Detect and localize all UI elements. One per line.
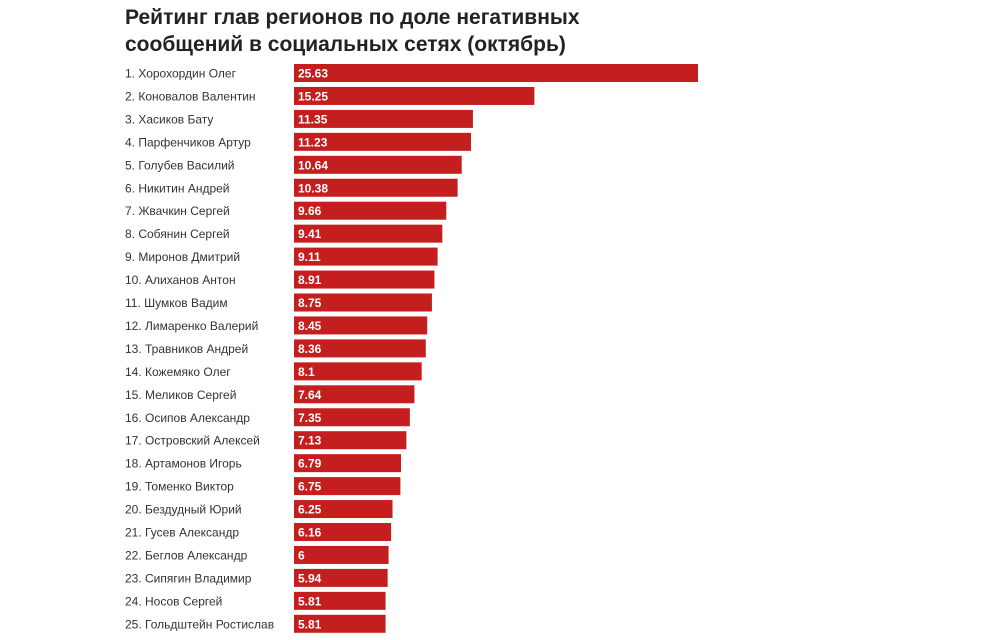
value-label: 9.41 xyxy=(298,227,322,241)
bar xyxy=(294,316,428,335)
category-label: 3. Хасиков Бату xyxy=(125,112,213,126)
value-label: 8.91 xyxy=(298,273,322,287)
bar xyxy=(294,132,472,151)
bar xyxy=(294,385,415,404)
category-label: 21. Гусев Александр xyxy=(125,526,239,540)
category-label: 13. Травников Андрей xyxy=(125,342,248,356)
bar xyxy=(294,568,388,587)
bar xyxy=(294,224,443,243)
value-label: 5.81 xyxy=(298,594,322,608)
bar xyxy=(294,178,458,197)
chart-title-line-1: Рейтинг глав регионов по доле негативных xyxy=(125,6,580,29)
bar xyxy=(294,155,462,174)
category-label: 4. Парфенчиков Артур xyxy=(125,135,251,149)
category-label: 7. Жвачкин Сергей xyxy=(125,204,230,218)
category-label: 12. Лимаренко Валерий xyxy=(125,319,258,333)
value-label: 6.25 xyxy=(298,503,322,517)
bar xyxy=(294,500,393,519)
bar xyxy=(294,477,401,496)
bar xyxy=(294,614,386,633)
value-label: 9.66 xyxy=(298,204,322,218)
category-label: 6. Никитин Андрей xyxy=(125,181,230,195)
category-label: 10. Алиханов Антон xyxy=(125,273,236,287)
bar xyxy=(294,64,698,82)
value-label: 15.25 xyxy=(298,89,328,103)
category-label: 2. Коновалов Валентин xyxy=(125,89,256,103)
category-label: 23. Сипягин Владимир xyxy=(125,571,252,585)
bar xyxy=(294,247,438,266)
value-label: 25.63 xyxy=(298,67,328,81)
value-label: 6.75 xyxy=(298,480,322,494)
bar xyxy=(294,109,473,128)
category-label: 16. Осипов Александр xyxy=(125,411,250,425)
bar xyxy=(294,293,432,312)
value-label: 10.64 xyxy=(298,158,328,172)
bar xyxy=(294,591,386,610)
category-label: 14. Кожемяко Олег xyxy=(125,365,231,379)
value-label: 5.81 xyxy=(298,617,322,631)
category-label: 15. Меликов Сергей xyxy=(125,388,236,402)
value-label: 11.23 xyxy=(298,135,328,149)
bar xyxy=(294,454,402,473)
category-label: 22. Беглов Александр xyxy=(125,548,248,562)
value-label: 7.35 xyxy=(298,411,322,425)
value-label: 7.64 xyxy=(298,388,322,402)
bar xyxy=(294,545,389,564)
value-label: 7.13 xyxy=(298,434,322,448)
value-label: 5.94 xyxy=(298,571,322,585)
category-label: 1. Хорохордин Олег xyxy=(125,67,237,81)
bars: 1. Хорохордин Олег 25.63 2. Коновалов Вале… xyxy=(125,64,698,633)
category-label: 20. Бездудный Юрий xyxy=(125,503,242,517)
category-label: 11. Шумков Вадим xyxy=(125,296,228,310)
value-label: 10.38 xyxy=(298,181,328,195)
chart-title-line-2: сообщений в социальных сетях (октябрь) xyxy=(125,33,566,56)
value-label: 11.35 xyxy=(298,112,328,126)
value-label: 6 xyxy=(298,548,305,562)
category-label: 9. Миронов Дмитрий xyxy=(125,250,240,264)
bar xyxy=(294,270,435,289)
category-label: 8. Собянин Сергей xyxy=(125,227,230,241)
chart-title: Рейтинг глав регионов по доле негативных… xyxy=(125,6,580,56)
bar xyxy=(294,201,447,220)
bar xyxy=(294,86,535,105)
bar xyxy=(294,362,422,381)
value-label: 9.11 xyxy=(298,250,321,264)
value-label: 6.16 xyxy=(298,526,322,540)
bar xyxy=(294,523,392,541)
bar xyxy=(294,431,407,450)
value-label: 8.75 xyxy=(298,296,322,310)
value-label: 8.36 xyxy=(298,342,322,356)
value-label: 6.79 xyxy=(298,457,322,471)
bar xyxy=(294,408,410,427)
category-label: 5. Голубев Василий xyxy=(125,158,235,172)
category-label: 24. Носов Сергей xyxy=(125,594,222,608)
category-label: 17. Островский Алексей xyxy=(125,434,260,448)
category-label: 25. Гольдштейн Ростислав xyxy=(125,617,274,631)
value-label: 8.45 xyxy=(298,319,322,333)
category-label: 18. Артамонов Игорь xyxy=(125,457,242,471)
value-label: 8.1 xyxy=(298,365,315,379)
category-label: 19. Томенко Виктор xyxy=(125,480,234,494)
bar xyxy=(294,339,426,358)
